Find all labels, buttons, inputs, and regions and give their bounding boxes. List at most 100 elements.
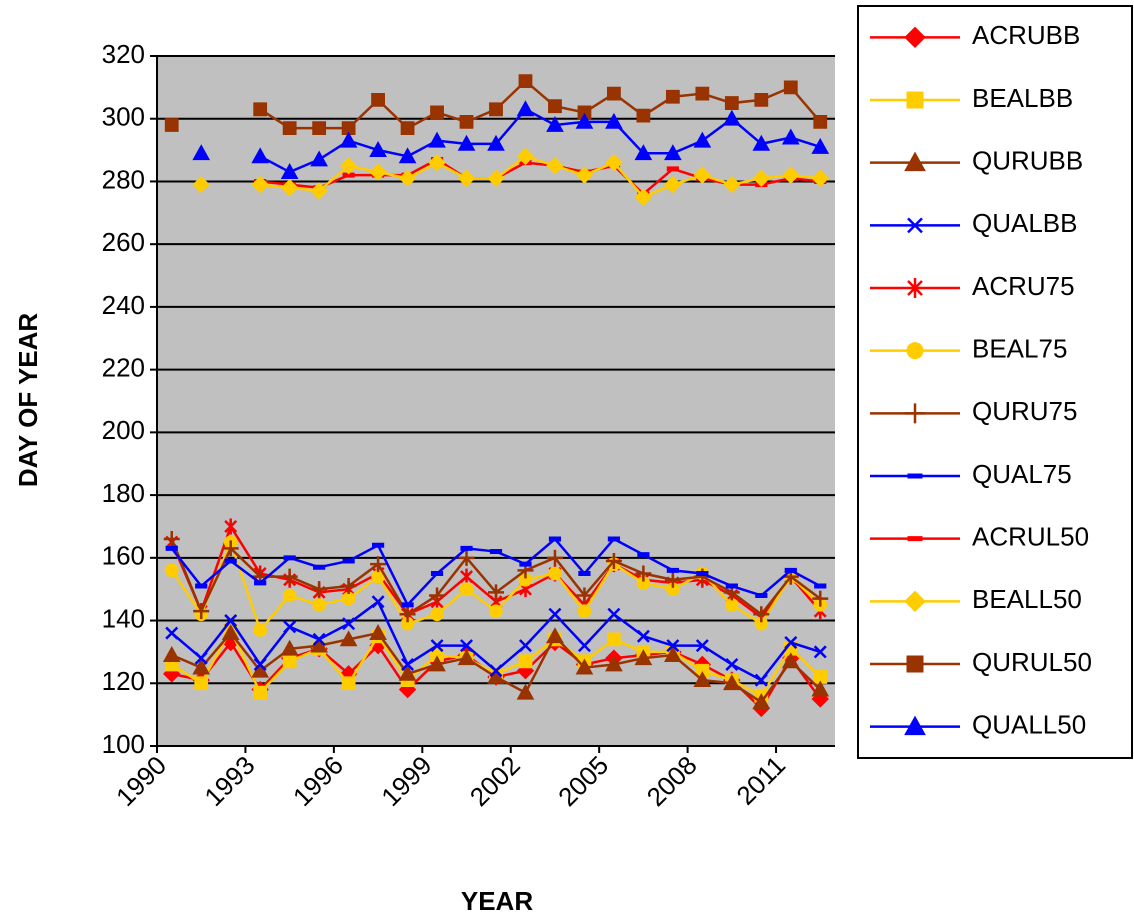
marker-shape — [637, 552, 650, 558]
y-tick-label: 280 — [102, 164, 145, 194]
marker — [401, 602, 414, 608]
marker-shape — [221, 624, 240, 640]
marker-shape — [907, 536, 923, 542]
y-tick-label: 100 — [102, 729, 145, 759]
marker — [724, 96, 739, 110]
legend-label: ACRUL50 — [972, 522, 1089, 552]
marker-shape — [518, 74, 533, 88]
marker-shape — [666, 639, 680, 653]
marker-shape — [781, 128, 800, 145]
marker-shape — [548, 99, 562, 114]
marker — [457, 649, 476, 666]
marker — [369, 624, 387, 640]
legend-label: BEALBB — [972, 83, 1073, 113]
marker — [341, 676, 356, 691]
marker-shape — [607, 632, 621, 647]
marker — [666, 166, 679, 172]
marker — [664, 175, 682, 194]
marker — [575, 658, 594, 675]
marker — [430, 105, 444, 120]
marker — [575, 112, 594, 129]
marker-shape — [342, 617, 356, 631]
marker — [312, 121, 327, 136]
marker — [310, 182, 328, 200]
marker — [636, 576, 651, 590]
marker — [576, 587, 593, 604]
marker — [280, 639, 299, 656]
marker-shape — [904, 26, 926, 49]
marker-shape — [725, 657, 739, 671]
marker-shape — [371, 93, 385, 107]
marker — [723, 175, 741, 194]
marker-shape — [781, 652, 800, 669]
marker-shape — [342, 172, 355, 178]
marker-shape — [310, 150, 328, 167]
marker-shape — [693, 131, 712, 148]
marker — [489, 604, 503, 618]
marker — [607, 86, 621, 101]
x-tick-label: 2005 — [552, 750, 614, 812]
marker-shape — [459, 582, 474, 596]
marker — [339, 157, 358, 175]
marker-shape — [487, 134, 505, 151]
marker — [605, 655, 623, 672]
marker-shape — [607, 536, 621, 542]
marker — [666, 582, 680, 596]
marker-shape — [813, 670, 828, 684]
marker-shape — [725, 583, 738, 589]
marker — [906, 342, 924, 360]
marker — [398, 664, 417, 681]
x-tick-label: 2011 — [730, 750, 791, 811]
marker-shape — [576, 587, 593, 604]
marker-shape — [518, 654, 533, 669]
marker — [546, 157, 564, 175]
marker-shape — [693, 671, 712, 688]
marker — [428, 153, 446, 172]
marker-shape — [460, 545, 473, 551]
marker-shape — [752, 693, 771, 709]
marker-shape — [162, 646, 181, 662]
marker-shape — [752, 169, 771, 188]
marker-shape — [400, 616, 415, 631]
marker-shape — [782, 166, 800, 184]
marker — [696, 571, 709, 576]
marker-shape — [428, 131, 446, 148]
marker — [341, 121, 356, 136]
x-tick-label: 1999 — [375, 750, 437, 812]
marker — [665, 89, 680, 104]
marker-shape — [605, 153, 623, 172]
marker-shape — [428, 153, 446, 172]
marker — [194, 676, 209, 691]
marker — [577, 604, 592, 618]
marker — [400, 121, 415, 136]
marker-shape — [195, 583, 208, 589]
marker — [752, 134, 771, 151]
marker — [489, 664, 503, 678]
marker — [907, 473, 923, 479]
marker — [907, 536, 923, 542]
marker — [251, 147, 270, 164]
marker — [752, 169, 771, 188]
y-tick-label: 120 — [102, 666, 145, 696]
marker-shape — [811, 169, 829, 188]
marker-shape — [340, 578, 357, 595]
marker-shape — [577, 105, 592, 120]
marker — [605, 552, 622, 569]
marker-shape — [283, 555, 296, 561]
marker — [904, 151, 926, 172]
marker — [752, 693, 771, 709]
marker — [164, 563, 179, 578]
marker — [904, 26, 926, 49]
marker-shape — [516, 147, 535, 166]
marker — [195, 583, 208, 589]
legend-box — [857, 5, 1133, 759]
marker-shape — [282, 121, 297, 136]
marker — [907, 278, 923, 298]
marker-shape — [341, 121, 356, 136]
marker — [578, 571, 591, 576]
marker-shape — [339, 630, 358, 647]
marker-shape — [401, 657, 415, 671]
marker — [904, 715, 926, 736]
marker-shape — [666, 582, 680, 596]
marker — [781, 128, 800, 145]
